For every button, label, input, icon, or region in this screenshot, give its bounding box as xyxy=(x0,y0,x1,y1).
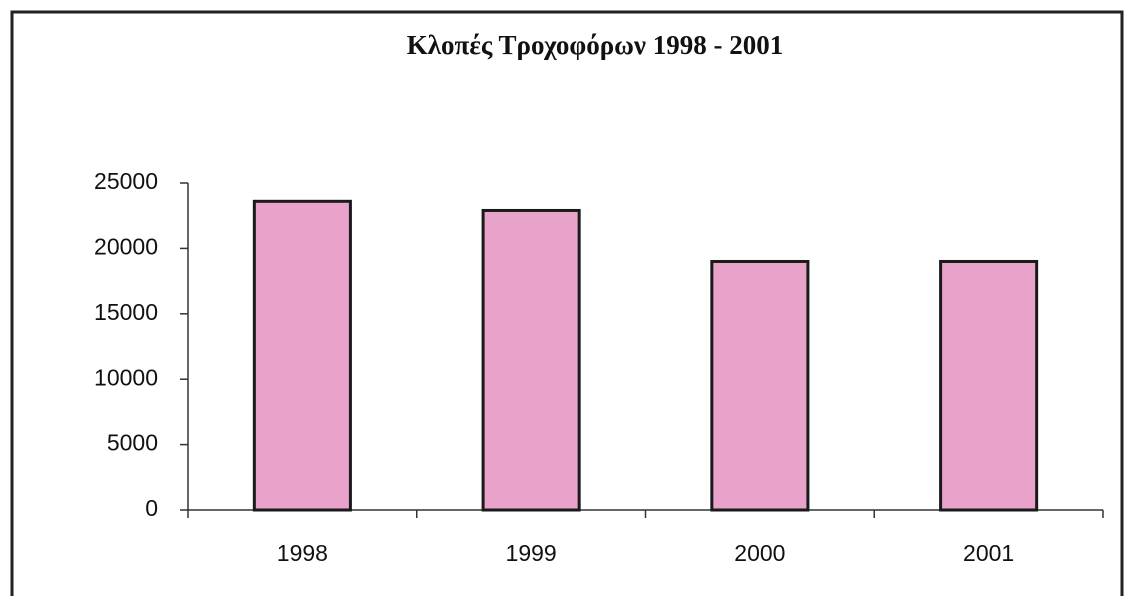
y-tick-label: 5000 xyxy=(107,430,158,456)
y-tick-label: 0 xyxy=(145,495,158,521)
x-tick-label: 1999 xyxy=(506,540,557,566)
chart-title: Κλοπές Τροχοφόρων 1998 - 2001 xyxy=(407,30,783,60)
bar xyxy=(710,259,810,512)
y-tick-label: 25000 xyxy=(94,168,158,194)
y-tick-label: 10000 xyxy=(94,364,158,390)
bar xyxy=(252,199,352,512)
x-tick-label: 2000 xyxy=(734,540,785,566)
y-tick-label: 20000 xyxy=(94,233,158,259)
y-tick-label: 15000 xyxy=(94,299,158,325)
x-tick-label: 2001 xyxy=(963,540,1014,566)
x-tick-label: 1998 xyxy=(277,540,328,566)
bar xyxy=(481,208,581,512)
bar xyxy=(939,259,1039,512)
